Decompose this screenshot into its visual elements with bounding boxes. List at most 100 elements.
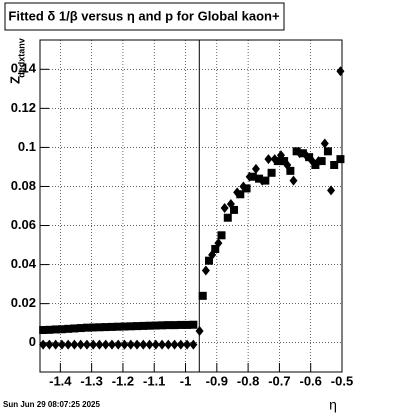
x-tick-label: -0.6 [300,373,322,388]
x-tick-label: -1 [180,373,192,388]
square-marker [151,321,160,330]
plot-frame [39,39,343,373]
square-marker [336,155,345,164]
square-marker [107,322,116,331]
diamond-marker [101,339,110,350]
square-marker [176,320,185,329]
y-tick-label: 0.12 [11,100,36,115]
diamond-marker [120,339,129,350]
diamond-marker [208,249,217,260]
square-marker [126,322,135,331]
x-tick-label: -1.4 [49,373,72,388]
y-tick-label: 0.08 [11,178,36,193]
diamond-marker [258,175,267,186]
y-tick-label: 0.02 [11,295,36,310]
square-marker [280,157,289,166]
square-marker [95,323,104,332]
x-tick-label: -0.9 [206,373,228,388]
x-tick-label: -0.7 [268,373,290,388]
diamond-marker [245,171,254,182]
diamond-marker [214,238,223,249]
y-axis-label: Z [7,76,22,84]
square-marker [273,157,282,166]
square-marker [223,213,232,222]
square-marker [323,147,332,156]
square-marker [305,153,314,162]
square-marker [101,323,110,332]
y-tick-label: 0 [29,334,36,349]
diamond-marker [264,154,273,165]
square-marker [211,244,220,253]
y-axis-label-sub: dedxtanv [16,38,26,78]
square-marker [89,323,98,332]
diamond-marker [89,339,98,350]
diamond-marker [283,159,292,170]
square-marker [139,321,148,330]
diamond-marker [45,339,54,350]
square-marker [120,322,129,331]
square-marker [198,291,207,300]
square-marker [39,326,48,335]
diamond-marker [151,339,160,350]
chart-title: Fitted δ 1/β versus η and p for Global k… [8,8,280,23]
diamond-marker [57,339,66,350]
square-marker [255,174,264,183]
diamond-marker [270,154,279,165]
y-tick-label: 0.14 [11,61,37,76]
diamond-marker [336,66,345,77]
square-marker [170,321,179,330]
square-marker [292,147,301,156]
diamond-marker [195,325,204,336]
square-marker [57,325,66,334]
diamond-marker [114,339,123,350]
diamond-marker [145,339,154,350]
square-marker [158,321,167,330]
diamond-marker [239,181,248,192]
diamond-marker [189,339,198,350]
square-marker [236,190,245,199]
square-marker [230,205,239,214]
diamond-marker [164,339,173,350]
x-tick-label: -0.8 [237,373,259,388]
diamond-marker [295,148,304,159]
square-marker [267,168,276,177]
square-marker [217,231,226,240]
diamond-marker [201,265,210,276]
square-marker [145,321,154,330]
square-marker [64,324,73,333]
square-marker [45,325,54,334]
title-box [4,2,285,31]
diamond-marker [133,339,142,350]
diamond-marker [314,156,323,167]
diamond-marker [220,202,229,213]
diamond-marker [76,339,85,350]
diamond-marker [70,339,79,350]
diamond-marker [139,339,148,350]
diamond-marker [107,339,116,350]
diamond-marker [308,156,317,167]
square-marker [311,160,320,169]
y-tick-label: 0.1 [18,139,36,154]
y-tick-label: 0.04 [11,256,37,271]
square-marker [183,320,192,329]
x-tick-label: -0.5 [331,373,353,388]
x-axis-label: η [329,397,337,413]
diamond-marker [226,199,235,210]
diamond-marker [158,339,167,350]
square-marker [286,166,295,175]
y-tick-label: 0.06 [11,217,36,232]
diamond-marker [95,339,104,350]
square-marker [204,256,213,265]
timestamp: Sun Jun 29 08:07:25 2025 [3,400,100,409]
diamond-marker [233,187,242,198]
diamond-marker [82,339,91,350]
square-marker [189,320,198,329]
square-marker [70,324,79,333]
diamond-marker [126,339,135,350]
square-marker [76,324,85,333]
x-tick-label: -1.2 [112,373,134,388]
square-marker [242,184,251,193]
square-marker [133,322,142,331]
diamond-marker [276,150,285,161]
